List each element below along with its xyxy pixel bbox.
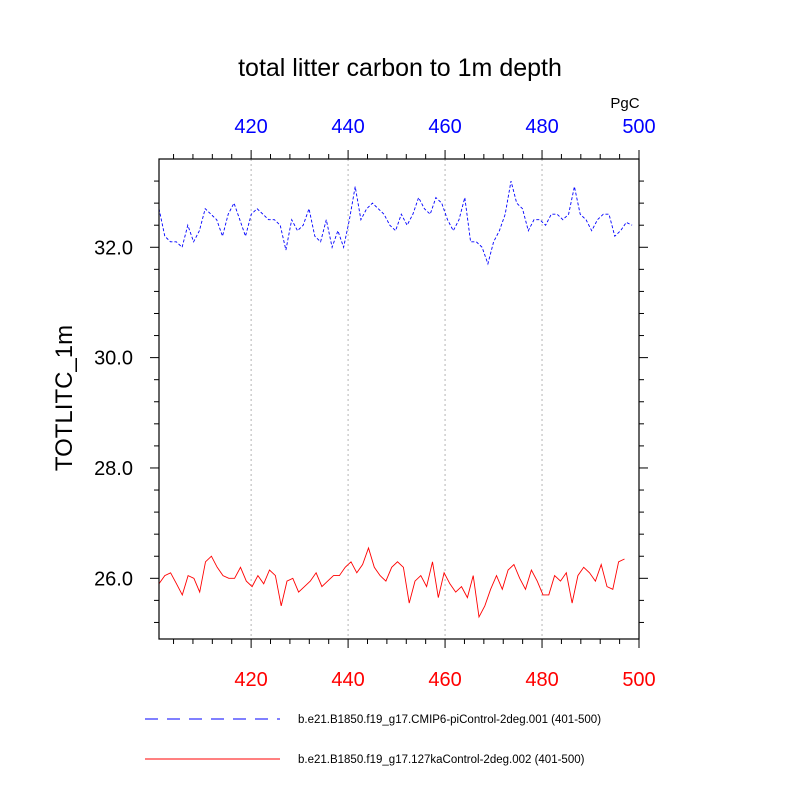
legend: b.e21.B1850.f19_g17.CMIP6-piControl-2deg… [145,714,601,766]
x-tick-label-top: 420 [234,116,267,138]
units-label: PgC [610,95,639,112]
x-tick-label-top: 480 [525,116,558,138]
y-tick-label: 30.0 [94,348,133,370]
series-line-0 [158,180,633,266]
axes: 420 420 440 440 460 460 480 480 500 500 26.0 28.0 30… [94,116,656,691]
x-tick-label-top: 500 [622,116,655,138]
legend-label-series-0: b.e21.B1850.f19_g17.CMIP6-piControl-2deg… [298,714,601,726]
x-tick-label-bottom: 420 [234,669,267,691]
y-tick-label: 32.0 [94,237,133,259]
series-layer [158,180,633,619]
y-axis-label: TOTLITC_1m [51,325,78,471]
x-tick-label-bottom: 480 [525,669,558,691]
x-tick-label-top: 440 [331,116,364,138]
plot-frame [158,158,640,640]
x-tick-label-top: 460 [428,116,461,138]
x-tick-label-bottom: 460 [428,669,461,691]
y-tick-label: 26.0 [94,568,133,590]
legend-label-series-1: b.e21.B1850.f19_g17.127kaControl-2deg.00… [298,754,585,766]
series-line-1 [158,546,625,619]
chart-title: total litter carbon to 1m depth [238,54,562,82]
grid [250,159,543,639]
x-tick-label-bottom: 440 [331,669,364,691]
x-tick-label-bottom: 500 [622,669,655,691]
y-tick-label: 28.0 [94,458,133,480]
